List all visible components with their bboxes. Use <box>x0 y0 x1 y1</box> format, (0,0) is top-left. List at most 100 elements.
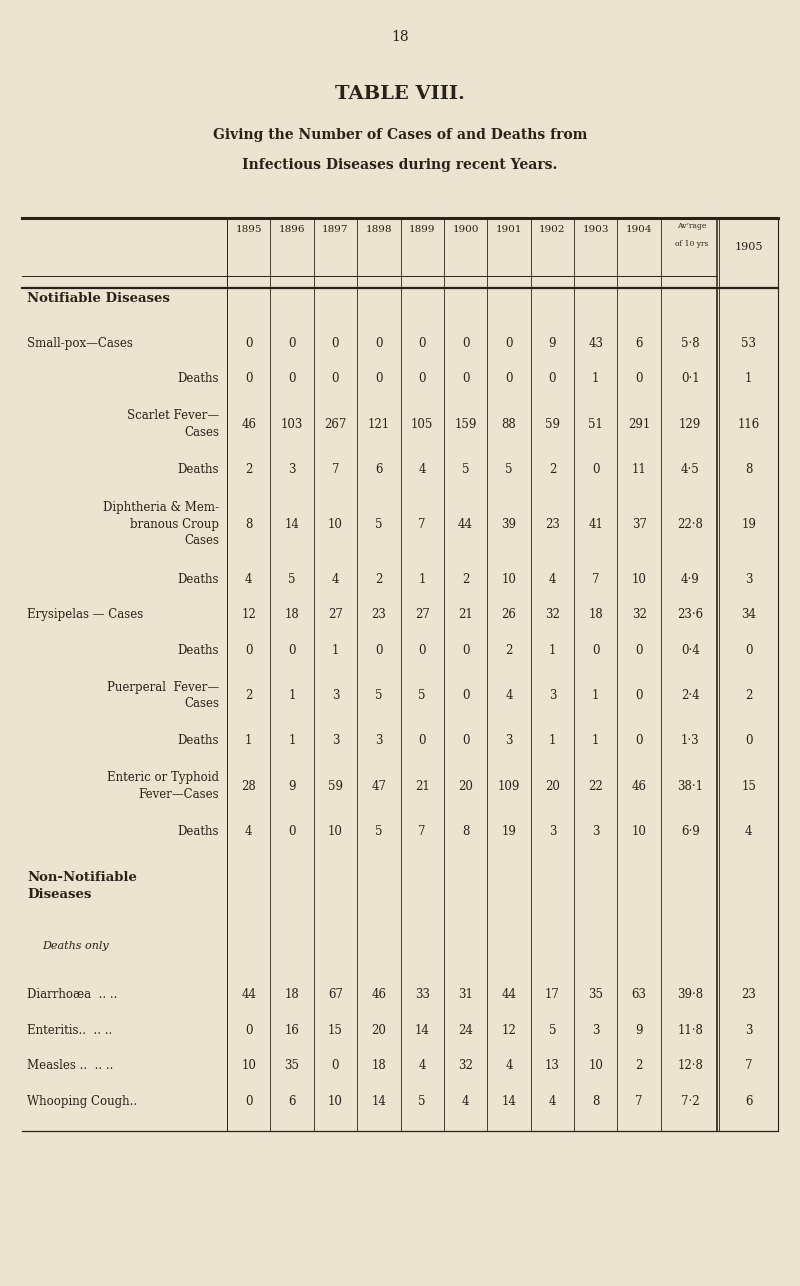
Text: 63: 63 <box>632 989 646 1002</box>
Text: of 10 yrs: of 10 yrs <box>675 240 709 248</box>
Text: 121: 121 <box>368 418 390 431</box>
Text: 33: 33 <box>414 989 430 1002</box>
Text: 2: 2 <box>245 689 252 702</box>
Text: 14: 14 <box>371 1094 386 1107</box>
Text: 4·9: 4·9 <box>681 572 699 586</box>
Text: 0: 0 <box>288 372 296 386</box>
Text: 7: 7 <box>745 1060 753 1073</box>
Text: 27: 27 <box>414 608 430 621</box>
Text: 18: 18 <box>285 608 299 621</box>
Text: 10: 10 <box>328 1094 343 1107</box>
Text: 0: 0 <box>332 337 339 350</box>
Text: Non-Notifiable
Diseases: Non-Notifiable Diseases <box>27 871 137 900</box>
Text: 0: 0 <box>332 372 339 386</box>
Text: Deaths: Deaths <box>178 734 219 747</box>
Text: 14: 14 <box>502 1094 517 1107</box>
Text: Whooping Cough..: Whooping Cough.. <box>27 1094 137 1107</box>
Text: 3: 3 <box>375 734 382 747</box>
Text: 1896: 1896 <box>279 225 306 234</box>
Text: 2: 2 <box>506 644 513 657</box>
Text: 3: 3 <box>288 463 296 476</box>
Text: 12·8: 12·8 <box>678 1060 703 1073</box>
Text: 34: 34 <box>742 608 756 621</box>
Text: 1902: 1902 <box>539 225 566 234</box>
Text: 0: 0 <box>288 824 296 838</box>
Text: 0: 0 <box>462 372 470 386</box>
Text: 1905: 1905 <box>734 242 763 252</box>
Text: 1897: 1897 <box>322 225 349 234</box>
Text: 1: 1 <box>288 734 296 747</box>
Text: 0: 0 <box>288 337 296 350</box>
Text: 4: 4 <box>245 824 253 838</box>
Text: 0: 0 <box>245 1024 253 1037</box>
Text: 11: 11 <box>632 463 646 476</box>
Text: 3: 3 <box>592 1024 599 1037</box>
Text: 1900: 1900 <box>452 225 479 234</box>
Text: 9: 9 <box>549 337 556 350</box>
Text: 0·4: 0·4 <box>681 644 699 657</box>
Text: 5: 5 <box>375 518 382 531</box>
Text: Deaths: Deaths <box>178 644 219 657</box>
Text: 4: 4 <box>332 572 339 586</box>
Text: 1: 1 <box>745 372 753 386</box>
Text: 4: 4 <box>245 572 253 586</box>
Text: 46: 46 <box>632 779 646 792</box>
Text: 2: 2 <box>549 463 556 476</box>
Text: 14: 14 <box>414 1024 430 1037</box>
Text: 0: 0 <box>245 372 253 386</box>
Text: 1: 1 <box>332 644 339 657</box>
Text: 11·8: 11·8 <box>678 1024 703 1037</box>
Text: 24: 24 <box>458 1024 473 1037</box>
Text: 7: 7 <box>418 518 426 531</box>
Text: Scarlet Fever—
Cases: Scarlet Fever— Cases <box>127 409 219 439</box>
Text: 4: 4 <box>745 824 753 838</box>
Text: 4·5: 4·5 <box>681 463 699 476</box>
Text: 41: 41 <box>588 518 603 531</box>
Text: 0: 0 <box>418 644 426 657</box>
Text: Infectious Diseases during recent Years.: Infectious Diseases during recent Years. <box>242 158 558 172</box>
Text: 10: 10 <box>328 824 343 838</box>
Text: 0: 0 <box>375 372 382 386</box>
Text: 16: 16 <box>285 1024 299 1037</box>
Text: 23: 23 <box>371 608 386 621</box>
Text: Diarrhoæa  .. ..: Diarrhoæa .. .. <box>27 989 118 1002</box>
Text: 18: 18 <box>371 1060 386 1073</box>
Text: 46: 46 <box>241 418 256 431</box>
Text: 0: 0 <box>635 689 643 702</box>
Text: Deaths: Deaths <box>178 372 219 386</box>
Text: 5·8: 5·8 <box>681 337 699 350</box>
Text: 0·1: 0·1 <box>681 372 699 386</box>
Text: 39·8: 39·8 <box>677 989 703 1002</box>
Text: 23: 23 <box>545 518 560 531</box>
Text: 5: 5 <box>418 689 426 702</box>
Text: 2: 2 <box>635 1060 643 1073</box>
Text: 0: 0 <box>462 734 470 747</box>
Text: 4: 4 <box>506 1060 513 1073</box>
Text: 35: 35 <box>588 989 603 1002</box>
Text: 44: 44 <box>502 989 517 1002</box>
Text: 103: 103 <box>281 418 303 431</box>
Text: 0: 0 <box>245 337 253 350</box>
Text: 0: 0 <box>745 734 753 747</box>
Text: 5: 5 <box>506 463 513 476</box>
Text: Enteric or Typhoid
Fever—Cases: Enteric or Typhoid Fever—Cases <box>107 772 219 801</box>
Text: 53: 53 <box>742 337 756 350</box>
Text: 20: 20 <box>545 779 560 792</box>
Text: Av’rage: Av’rage <box>678 222 707 230</box>
Text: 0: 0 <box>635 372 643 386</box>
Text: 5: 5 <box>375 689 382 702</box>
Text: 2·4: 2·4 <box>681 689 699 702</box>
Text: 14: 14 <box>285 518 299 531</box>
Text: 10: 10 <box>632 824 646 838</box>
Text: 46: 46 <box>371 989 386 1002</box>
Text: 10: 10 <box>588 1060 603 1073</box>
Text: 4: 4 <box>418 463 426 476</box>
Text: 8: 8 <box>462 824 470 838</box>
Text: 0: 0 <box>462 337 470 350</box>
Text: 0: 0 <box>375 644 382 657</box>
Text: 43: 43 <box>588 337 603 350</box>
Text: 2: 2 <box>245 463 252 476</box>
Text: 0: 0 <box>418 337 426 350</box>
Text: 21: 21 <box>458 608 473 621</box>
Text: 7: 7 <box>592 572 599 586</box>
